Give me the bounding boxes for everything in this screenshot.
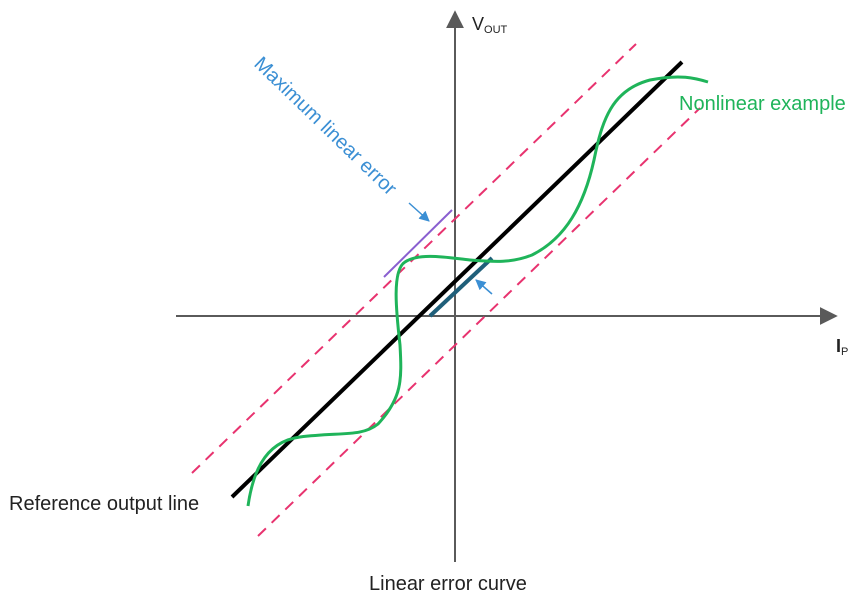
max-error-arrow-icon xyxy=(408,202,430,222)
reference-output-line xyxy=(230,60,684,499)
x-axis-label-main: I xyxy=(836,336,841,356)
y-axis-label: VOUT xyxy=(472,14,508,36)
linear-error-arrow-icon xyxy=(475,279,493,295)
x-axis-label: IP xyxy=(836,336,848,358)
lower-error-bound xyxy=(257,107,701,537)
x-axis-label-sub: P xyxy=(841,346,848,358)
linear-error-segment xyxy=(428,256,494,318)
max-error-segment xyxy=(383,209,453,278)
max-error-label: Maximum linear error xyxy=(250,53,401,200)
nonlinear-curve xyxy=(246,75,709,507)
y-axis-label-main: V xyxy=(472,14,484,34)
reference-line-label: Reference output line xyxy=(9,493,199,515)
nonlinear-example-label: Nonlinear example xyxy=(679,93,846,115)
y-axis-label-sub: OUT xyxy=(484,24,508,36)
linear-error-label: Linear error curve xyxy=(369,573,527,595)
